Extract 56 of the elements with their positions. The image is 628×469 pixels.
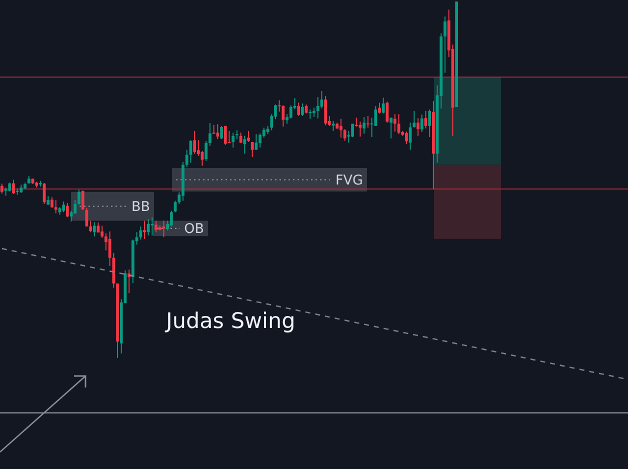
candlestick bbox=[243, 135, 246, 154]
candlestick bbox=[340, 118, 342, 138]
candlestick bbox=[250, 141, 254, 158]
candlestick bbox=[428, 109, 432, 138]
candlestick bbox=[232, 132, 235, 148]
candlestick bbox=[78, 189, 80, 206]
candlestick bbox=[420, 114, 424, 132]
candlestick bbox=[220, 125, 223, 140]
candlestick bbox=[50, 196, 54, 208]
candlestick bbox=[100, 225, 104, 238]
candlestick bbox=[12, 179, 15, 195]
candlestick bbox=[0, 183, 4, 194]
candlestick bbox=[89, 220, 92, 233]
candlestick bbox=[254, 134, 258, 150]
candlestick bbox=[81, 190, 84, 211]
candlestick bbox=[378, 102, 381, 114]
candlestick bbox=[247, 130, 250, 142]
candlestick bbox=[416, 118, 420, 136]
band-label: OB bbox=[184, 221, 204, 238]
candlestick bbox=[42, 182, 46, 204]
candlestick bbox=[224, 125, 227, 146]
candlestick bbox=[300, 102, 304, 116]
candlestick bbox=[324, 95, 328, 126]
candlestick bbox=[66, 202, 69, 218]
candlestick bbox=[146, 218, 150, 236]
candlestick bbox=[193, 130, 196, 154]
candlestick bbox=[204, 140, 208, 162]
candlestick bbox=[343, 128, 346, 142]
candlestick bbox=[408, 122, 412, 150]
candlestick bbox=[382, 97, 385, 114]
candlestick bbox=[362, 116, 366, 134]
annotation: Judas Swing bbox=[164, 309, 296, 334]
candlestick bbox=[150, 216, 154, 236]
candlestick bbox=[390, 117, 392, 139]
candlestick bbox=[312, 107, 316, 118]
candlestick bbox=[143, 220, 146, 240]
candlestick bbox=[196, 140, 200, 156]
candlestick bbox=[297, 102, 300, 116]
candlestick bbox=[54, 200, 58, 214]
candlestick bbox=[444, 16, 446, 74]
candlestick bbox=[208, 122, 212, 146]
band-label: FVG bbox=[336, 172, 363, 188]
candlestick bbox=[393, 114, 396, 132]
candlestick bbox=[405, 131, 408, 145]
candlestick bbox=[139, 226, 142, 240]
candlestick bbox=[308, 109, 312, 120]
candlestick bbox=[282, 104, 285, 128]
candlestick bbox=[154, 220, 158, 233]
candlestick bbox=[92, 222, 96, 237]
candlestick bbox=[62, 200, 66, 213]
candlestick bbox=[170, 210, 173, 227]
band-label: BB bbox=[131, 199, 150, 216]
candlestick bbox=[216, 124, 220, 140]
candlestick bbox=[258, 132, 262, 148]
candlestick bbox=[351, 123, 354, 138]
candlestick bbox=[366, 115, 370, 128]
